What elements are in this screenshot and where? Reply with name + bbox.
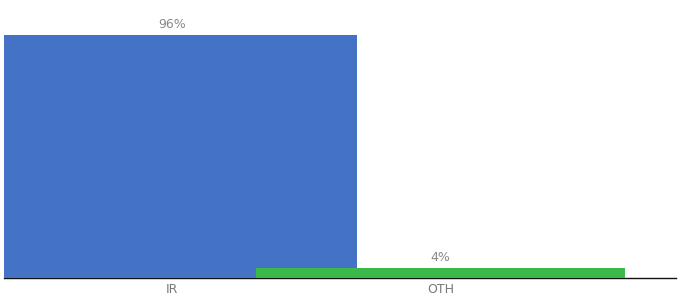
Bar: [0, 34, 357, 278]
Bar: [256, 268, 626, 278]
Text: 96%: 96%: [158, 18, 186, 31]
Text: 4%: 4%: [431, 251, 451, 264]
